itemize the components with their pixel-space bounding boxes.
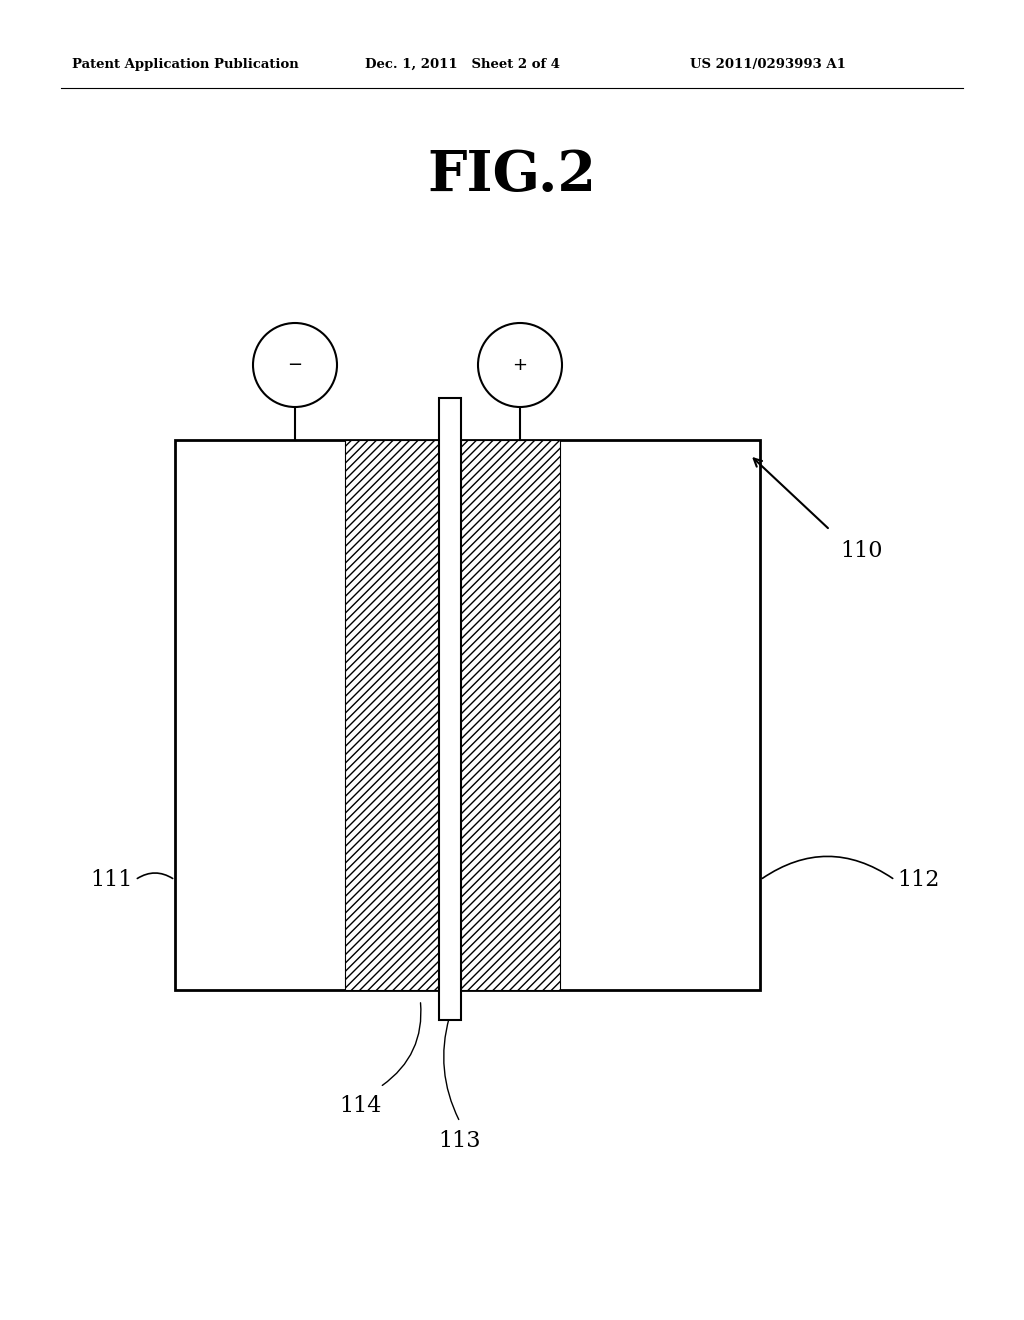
Text: +: + bbox=[512, 356, 527, 374]
Text: Dec. 1, 2011   Sheet 2 of 4: Dec. 1, 2011 Sheet 2 of 4 bbox=[365, 58, 560, 71]
Circle shape bbox=[478, 323, 562, 407]
Text: −: − bbox=[288, 356, 302, 374]
Text: 112: 112 bbox=[898, 869, 940, 891]
Text: 114: 114 bbox=[339, 1096, 381, 1117]
Text: US 2011/0293993 A1: US 2011/0293993 A1 bbox=[690, 58, 846, 71]
Bar bbox=[345, 440, 560, 990]
Bar bbox=[175, 440, 760, 990]
Text: FIG.2: FIG.2 bbox=[427, 148, 597, 202]
Bar bbox=[439, 399, 461, 1020]
Text: 111: 111 bbox=[90, 869, 132, 891]
Text: 113: 113 bbox=[438, 1130, 481, 1152]
Text: 110: 110 bbox=[840, 540, 883, 562]
Text: Patent Application Publication: Patent Application Publication bbox=[72, 58, 299, 71]
Circle shape bbox=[253, 323, 337, 407]
